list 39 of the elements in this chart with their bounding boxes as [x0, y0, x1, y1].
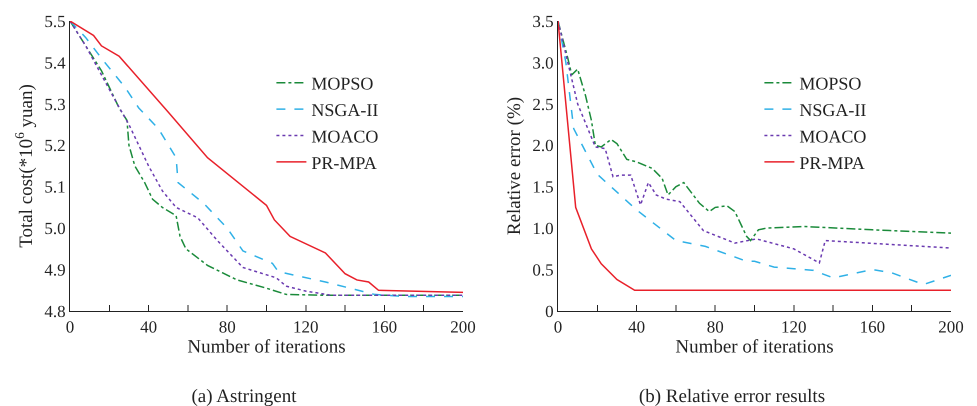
y-tick-label: 1.5 [532, 178, 554, 197]
x-tick-label: 80 [706, 317, 724, 336]
y-tick-label: 5.2 [44, 136, 66, 156]
y-tick-label: 5.4 [44, 53, 66, 72]
x-tick-label: 80 [218, 317, 236, 336]
y-tick-label: 5.3 [44, 94, 66, 114]
x-tick-label: 40 [140, 317, 158, 336]
x-tick-label: 120 [293, 317, 319, 336]
x-tick-label: 40 [628, 317, 646, 336]
x-tick-label: 120 [781, 317, 807, 336]
y-tick-label: 3.0 [532, 53, 554, 72]
text: (a) Astringent [191, 386, 298, 406]
y-tick-label: 5.1 [44, 178, 66, 197]
legend-label: NSGA-II [311, 100, 378, 120]
legend-label: PR-MPA [311, 152, 377, 173]
y-axis-title: Relative error (%) [504, 96, 526, 236]
y-tick-label: 2.0 [532, 136, 554, 156]
y-tick-label: 3.5 [532, 12, 554, 31]
y-tick-label: 1.0 [532, 219, 554, 238]
y-tick-label: 5.5 [44, 12, 66, 31]
x-tick-label: 160 [860, 317, 886, 336]
legend-label: MOPSO [311, 74, 374, 94]
x-tick-label: 200 [938, 317, 964, 336]
legend-label: MOACO [311, 126, 378, 147]
x-axis-title: Number of iterations [675, 336, 834, 358]
y-tick-label: 4.8 [44, 302, 66, 321]
legend-label: PR-MPA [799, 152, 865, 173]
y-tick-label: 0.5 [532, 260, 554, 280]
x-tick-label: 200 [450, 317, 476, 336]
x-tick-label: 160 [372, 317, 398, 336]
legend-label: MOPSO [799, 74, 862, 94]
x-axis-title: Number of iterations [187, 336, 346, 358]
y-tick-label: 4.9 [44, 260, 66, 280]
y-tick-label: 0 [545, 302, 554, 321]
y-tick-label: 5.0 [44, 219, 66, 238]
text: (b) Relative error results [638, 386, 826, 406]
y-tick-label: 2.5 [532, 94, 554, 114]
legend-label: NSGA-II [799, 100, 866, 120]
legend-label: MOACO [799, 126, 866, 147]
